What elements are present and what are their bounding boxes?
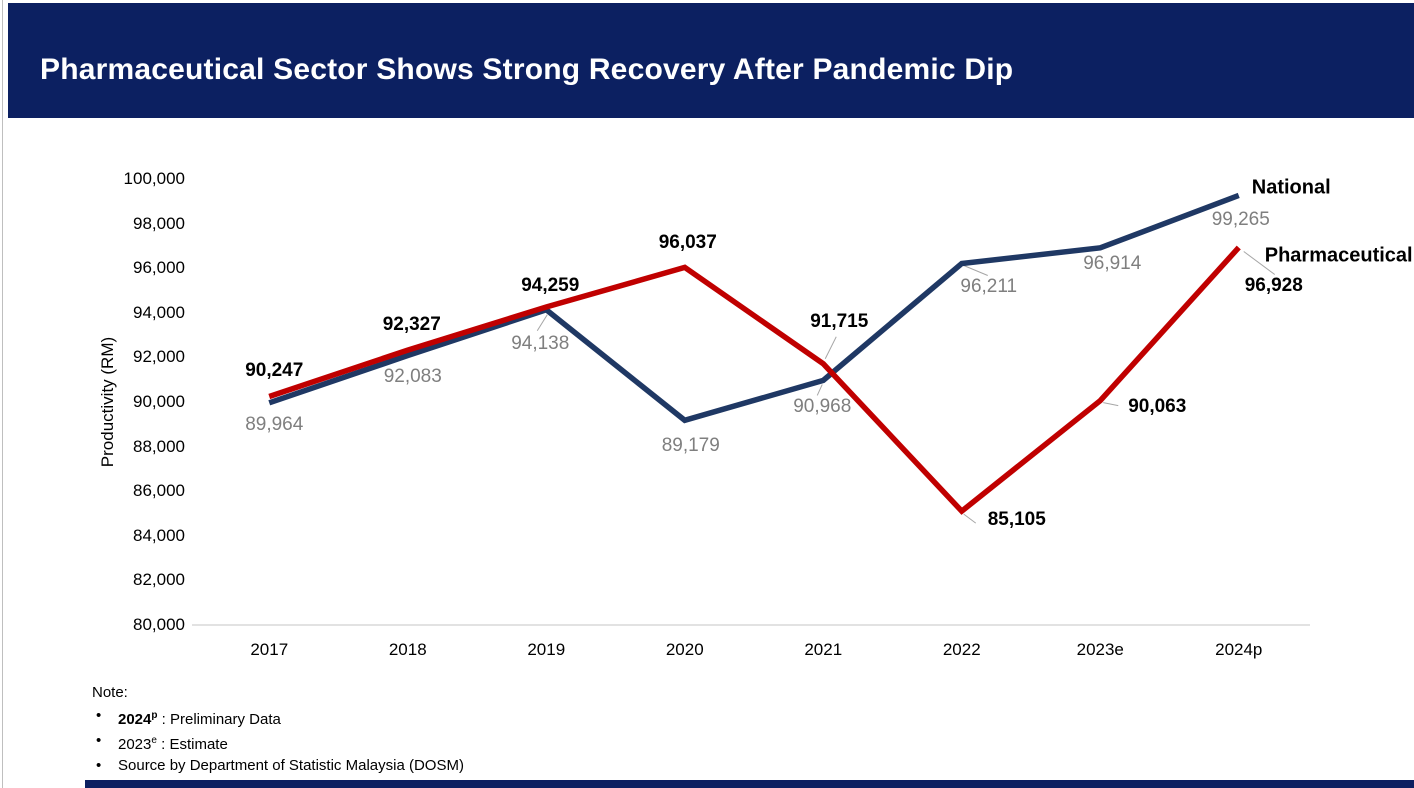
notes-list: 2024p : Preliminary Data 2023e : Estimat… <box>92 705 464 776</box>
data-label-national-2023e: 96,914 <box>1083 252 1142 274</box>
leader-line-pharmaceutical-2023e <box>1103 402 1119 407</box>
leader-line-pharmaceutical-2024p <box>1243 251 1276 275</box>
footer-bar <box>85 780 1414 788</box>
series-label-national: National <box>1251 176 1331 199</box>
data-label-national-2021: 90,968 <box>793 396 852 418</box>
note-desc: : Estimate <box>156 736 228 753</box>
y-axis-tick-label: 92,000 <box>133 347 185 367</box>
data-label-pharmaceutical-2018: 92,327 <box>382 314 441 336</box>
y-axis-tick-label: 96,000 <box>133 258 185 278</box>
x-axis-tick-label: 2017 <box>250 640 289 659</box>
y-axis-tick-label: 100,000 <box>123 169 185 188</box>
data-label-pharmaceutical-2022: 85,105 <box>987 509 1046 531</box>
data-label-pharmaceutical-2023e: 90,063 <box>1128 395 1187 417</box>
note-item-estimate: 2023e : Estimate <box>92 730 464 755</box>
data-label-pharmaceutical-2024p: 96,928 <box>1244 274 1303 296</box>
data-label-national-2018: 92,083 <box>383 365 442 387</box>
data-label-national-2017: 89,964 <box>245 413 304 435</box>
data-label-national-2019: 94,138 <box>511 332 570 354</box>
y-axis-tick-label: 80,000 <box>133 615 185 634</box>
x-axis-tick-label: 2022 <box>942 640 981 659</box>
note-desc: Source by Department of Statistic Malays… <box>118 757 464 774</box>
y-axis-tick-label: 90,000 <box>133 392 185 411</box>
x-axis-tick-label: 2024p <box>1215 640 1263 659</box>
data-label-pharmaceutical-2020: 96,037 <box>658 232 717 254</box>
leader-line-national-2022 <box>963 265 988 276</box>
notes-heading: Note: <box>92 684 128 701</box>
data-label-pharmaceutical-2017: 90,247 <box>245 360 304 382</box>
leader-line-national-2021 <box>816 384 823 396</box>
leader-line-pharmaceutical-2021 <box>824 336 837 359</box>
note-desc: : Preliminary Data <box>157 711 281 728</box>
leader-line-national-2019 <box>536 314 548 331</box>
leader-line-pharmaceutical-2022 <box>963 513 977 524</box>
y-axis-tick-label: 94,000 <box>133 302 185 322</box>
note-term: 2024 <box>118 711 152 728</box>
y-axis-tick-label: 84,000 <box>133 525 185 545</box>
x-axis-tick-label: 2019 <box>527 640 566 659</box>
data-label-national-2024p: 99,265 <box>1211 209 1270 231</box>
x-axis-tick-label: 2021 <box>804 640 843 659</box>
x-axis-tick-label: 2023e <box>1076 640 1124 659</box>
page-title: Pharmaceutical Sector Shows Strong Recov… <box>40 53 1014 86</box>
note-superscript: e <box>151 735 157 746</box>
x-axis-tick-label: 2018 <box>388 640 427 659</box>
data-label-national-2022: 96,211 <box>960 276 1018 298</box>
note-superscript: p <box>151 710 158 721</box>
data-label-pharmaceutical-2021: 91,715 <box>810 310 869 332</box>
y-axis-tick-label: 86,000 <box>133 481 185 501</box>
series-line-national <box>268 192 1240 424</box>
y-axis-tick-label: 98,000 <box>133 213 185 233</box>
y-axis-tick-label: 88,000 <box>133 436 185 456</box>
note-item-source: Source by Department of Statistic Malays… <box>92 755 464 776</box>
notes-section: Note: 2024p : Preliminary Data 2023e : E… <box>92 684 464 776</box>
series-line-pharmaceutical <box>268 245 1241 515</box>
note-term: 2023 <box>118 736 152 753</box>
data-label-pharmaceutical-2019: 94,259 <box>521 275 580 297</box>
note-item-preliminary: 2024p : Preliminary Data <box>92 705 464 730</box>
header: Pharmaceutical Sector Shows Strong Recov… <box>8 3 1414 118</box>
series-label-pharmaceutical: Pharmaceutical <box>1264 244 1413 266</box>
slide-left-border <box>2 0 3 788</box>
y-axis-tick-label: 82,000 <box>133 570 185 590</box>
x-axis-tick-label: 2020 <box>665 640 704 659</box>
data-label-national-2020: 89,179 <box>661 435 720 457</box>
